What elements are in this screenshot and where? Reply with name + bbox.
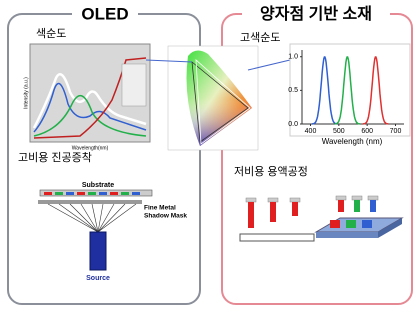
pixel	[99, 192, 107, 195]
label: 고색순도	[240, 31, 280, 44]
pixel	[77, 192, 85, 195]
spectrum-peak	[311, 56, 338, 125]
label: 저비용 용액공정	[234, 165, 308, 178]
pixel	[121, 192, 129, 195]
title-bg	[242, 4, 390, 24]
pixel	[110, 192, 118, 195]
pixel	[44, 192, 52, 195]
inkjet	[239, 195, 404, 242]
connector	[247, 59, 291, 71]
qd-chart: Wavelength (nm) 400 500 600 700 0.0 0.5 1.0	[288, 43, 411, 146]
title: OLED	[81, 4, 128, 23]
x-tick-label: 700	[390, 128, 402, 135]
vapor-line	[80, 203, 99, 233]
axis-label: Intensity (a.u.)	[23, 77, 29, 109]
vapor-line	[97, 203, 137, 233]
axis-label: Wavelength (nm)	[322, 137, 383, 146]
x-tick-label: 400	[305, 128, 317, 135]
label: Shadow Mask	[144, 213, 187, 220]
spectrum-peak	[334, 56, 361, 125]
axis-label: Wavelength(nm)	[72, 145, 109, 151]
cie-diagram	[167, 45, 259, 151]
pixel	[88, 192, 96, 195]
connector	[145, 59, 193, 63]
y-tick-label: 1.0	[288, 54, 298, 61]
vapor-line	[97, 203, 104, 233]
vapor-line	[97, 203, 126, 233]
shadow-mask	[38, 192, 142, 233]
x-tick-label: 500	[333, 128, 345, 135]
x-tick-label: 600	[361, 128, 373, 135]
pixel	[132, 192, 140, 195]
label: Fine Metal	[144, 205, 176, 212]
vapor-line	[47, 203, 99, 233]
label: Substrate	[82, 182, 114, 189]
spectrum-peak	[362, 56, 389, 125]
pixel	[55, 192, 63, 195]
y-tick-label: 0.5	[288, 87, 298, 94]
label: Source	[86, 275, 110, 282]
title: 양자점 기반 소재	[260, 4, 372, 23]
label: 색순도	[36, 27, 66, 40]
vapor-line	[58, 203, 99, 233]
vapor-line	[91, 203, 99, 233]
source	[89, 231, 107, 271]
y-tick-label: 0.0	[288, 121, 298, 128]
mask-bar	[38, 200, 142, 204]
label: 고비용 진공증착	[18, 151, 92, 164]
vapor-line	[69, 203, 99, 233]
oled-chart: Wavelength(nm) Intensity (a.u.)	[23, 43, 151, 151]
pixel	[66, 192, 74, 195]
vapor-line	[97, 203, 115, 233]
title-bg	[72, 4, 138, 24]
